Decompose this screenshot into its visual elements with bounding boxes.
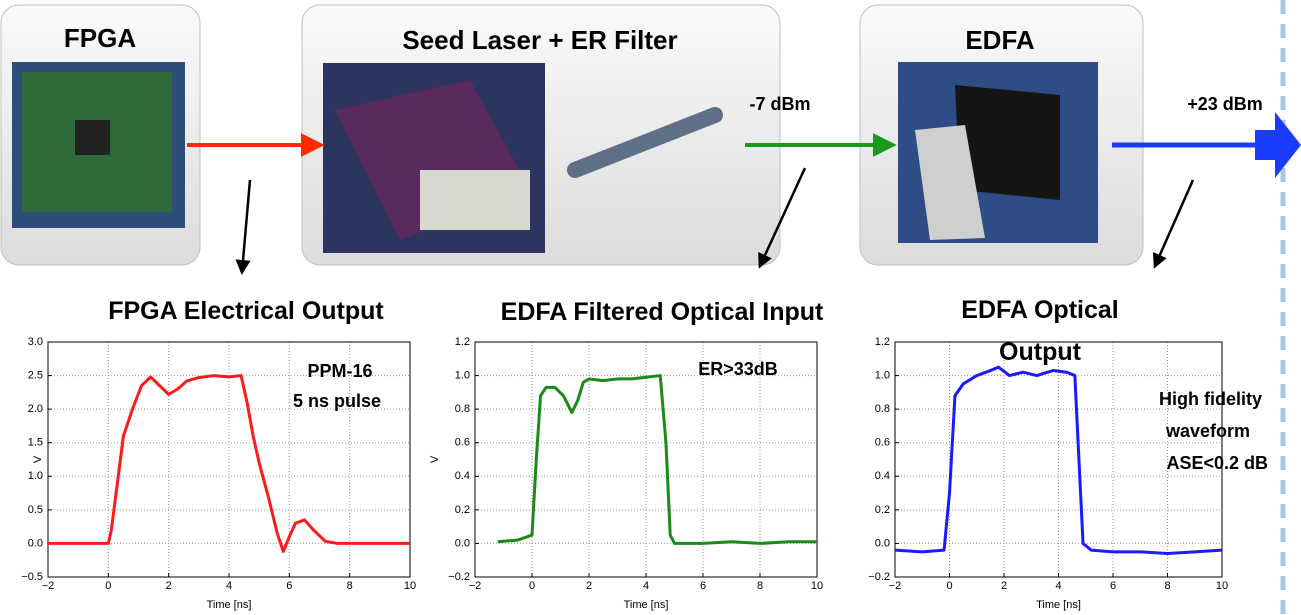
node-label: FPGA: [64, 23, 136, 53]
chart-title: FPGA Electrical Output: [96, 290, 396, 332]
x-tick-label: 6: [700, 580, 706, 592]
y-tick-label: 1.5: [28, 437, 43, 449]
y-tick-label: 1.0: [455, 369, 470, 381]
chart-title: EDFA Optical Output: [935, 289, 1145, 373]
y-tick-label: −0.2: [448, 571, 470, 583]
x-tick-label: 4: [226, 580, 232, 592]
y-tick-label: 0.0: [455, 537, 470, 549]
fpga-photo: [12, 62, 185, 228]
y-tick-label: 3.0: [28, 336, 43, 348]
node-label: Seed Laser + ER Filter: [402, 25, 677, 55]
y-tick-label: 2.5: [28, 369, 43, 381]
y-tick-label: 0.0: [875, 537, 890, 549]
chart-title: EDFA Filtered Optical Input: [452, 291, 872, 333]
x-tick-label: 0: [529, 580, 535, 592]
y-tick-label: 0.6: [875, 437, 890, 449]
page: FPGA Seed Laser + ER Filter EDFA -7 dBm …: [0, 0, 1301, 615]
y-tick-label: 1.2: [875, 336, 890, 348]
annotation: High fidelity: [1159, 389, 1262, 409]
y-tick-label: 2.0: [28, 403, 43, 415]
x-tick-label: 2: [1001, 580, 1007, 592]
x-tick-label: 2: [586, 580, 592, 592]
x-tick-label: 4: [1055, 580, 1061, 592]
x-tick-label: 4: [643, 580, 649, 592]
y-axis-label: V: [32, 455, 44, 463]
y-tick-label: 0.4: [455, 470, 470, 482]
x-tick-label: 8: [347, 580, 353, 592]
y-tick-label: 0.8: [875, 403, 890, 415]
x-tick-label: 8: [1164, 580, 1170, 592]
x-tick-label: 10: [404, 580, 416, 592]
x-tick-label: −2: [469, 580, 482, 592]
x-tick-label: 0: [946, 580, 952, 592]
y-tick-label: −0.2: [868, 571, 890, 583]
x-tick-label: 6: [286, 580, 292, 592]
y-tick-label: 1.0: [875, 369, 890, 381]
pointer: [1155, 180, 1193, 266]
y-tick-label: 0.2: [875, 504, 890, 516]
node-label: EDFA: [965, 25, 1035, 55]
arrow-head: [1255, 112, 1301, 178]
annotation: 5 ns pulse: [293, 391, 381, 411]
x-tick-label: −2: [42, 580, 55, 592]
y-axis-label: V: [429, 455, 441, 463]
y-tick-label: 1.2: [455, 336, 470, 348]
y-tick-label: −0.5: [21, 571, 43, 583]
annotation: ER>33dB: [698, 359, 778, 379]
data-line: [498, 376, 817, 544]
annotation: PPM-16: [307, 361, 372, 381]
y-tick-label: 0.0: [28, 537, 43, 549]
x-tick-label: 0: [105, 580, 111, 592]
y-tick-label: 0.8: [455, 403, 470, 415]
x-axis-label: Time [ns]: [207, 599, 252, 611]
x-axis-label: Time [ns]: [1036, 599, 1081, 611]
x-tick-label: 2: [166, 580, 172, 592]
edfa-photo: [898, 62, 1098, 243]
y-tick-label: 1.0: [28, 470, 43, 482]
annotation: waveform: [1165, 421, 1250, 441]
link-label: +23 dBm: [1187, 94, 1263, 114]
y-tick-label: 0.5: [28, 504, 43, 516]
annotation: ASE<0.2 dB: [1166, 453, 1268, 473]
x-tick-label: 6: [1110, 580, 1116, 592]
x-tick-label: 8: [757, 580, 763, 592]
x-tick-label: 10: [1216, 580, 1228, 592]
pointer: [242, 180, 250, 272]
link-label: -7 dBm: [749, 94, 810, 114]
x-axis-label: Time [ns]: [624, 599, 669, 611]
y-tick-label: 0.4: [875, 470, 890, 482]
y-tick-label: 0.6: [455, 437, 470, 449]
x-tick-label: −2: [889, 580, 902, 592]
y-tick-label: 0.2: [455, 504, 470, 516]
x-tick-label: 10: [811, 580, 823, 592]
